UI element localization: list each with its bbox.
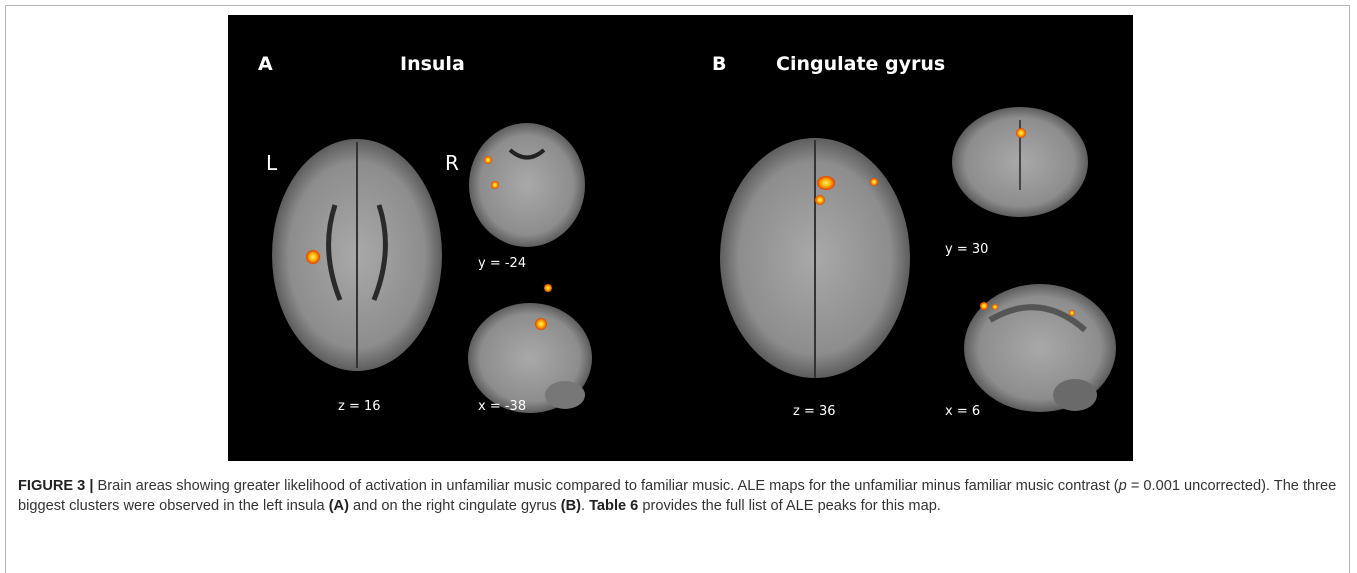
- caption-text: and on the right cingulate gyrus: [349, 498, 561, 514]
- panel-letter: A: [258, 53, 273, 75]
- slice-label: y = 30: [945, 242, 988, 257]
- figure-image: A Insula L R y = -24 z = 16 x = -38 B Ci…: [228, 15, 1133, 461]
- figure-caption: FIGURE 3 | Brain areas showing greater l…: [18, 476, 1343, 516]
- slice-label: z = 36: [793, 404, 836, 419]
- slice-label: z = 16: [338, 399, 381, 414]
- caption-text: Brain areas showing greater likelihood o…: [93, 478, 1118, 494]
- slice-label: y = -24: [478, 256, 526, 271]
- panel-title: Insula: [400, 53, 465, 75]
- caption-symbol: p: [1119, 478, 1127, 494]
- table-ref[interactable]: Table 6: [589, 498, 638, 514]
- slice-label: x = 6: [945, 404, 980, 419]
- page: A Insula L R y = -24 z = 16 x = -38 B Ci…: [0, 0, 1357, 573]
- side-label: R: [445, 151, 459, 175]
- figure-label: FIGURE 3 |: [18, 478, 93, 494]
- side-label: L: [266, 151, 278, 175]
- panel-ref: (B): [561, 498, 581, 514]
- panel-ref: (A): [329, 498, 349, 514]
- caption-text: provides the full list of ALE peaks for …: [638, 498, 941, 514]
- caption-text: .: [581, 498, 589, 514]
- panel-title: Cingulate gyrus: [776, 53, 945, 75]
- panel-letter: B: [712, 53, 726, 75]
- slice-label: x = -38: [478, 399, 526, 414]
